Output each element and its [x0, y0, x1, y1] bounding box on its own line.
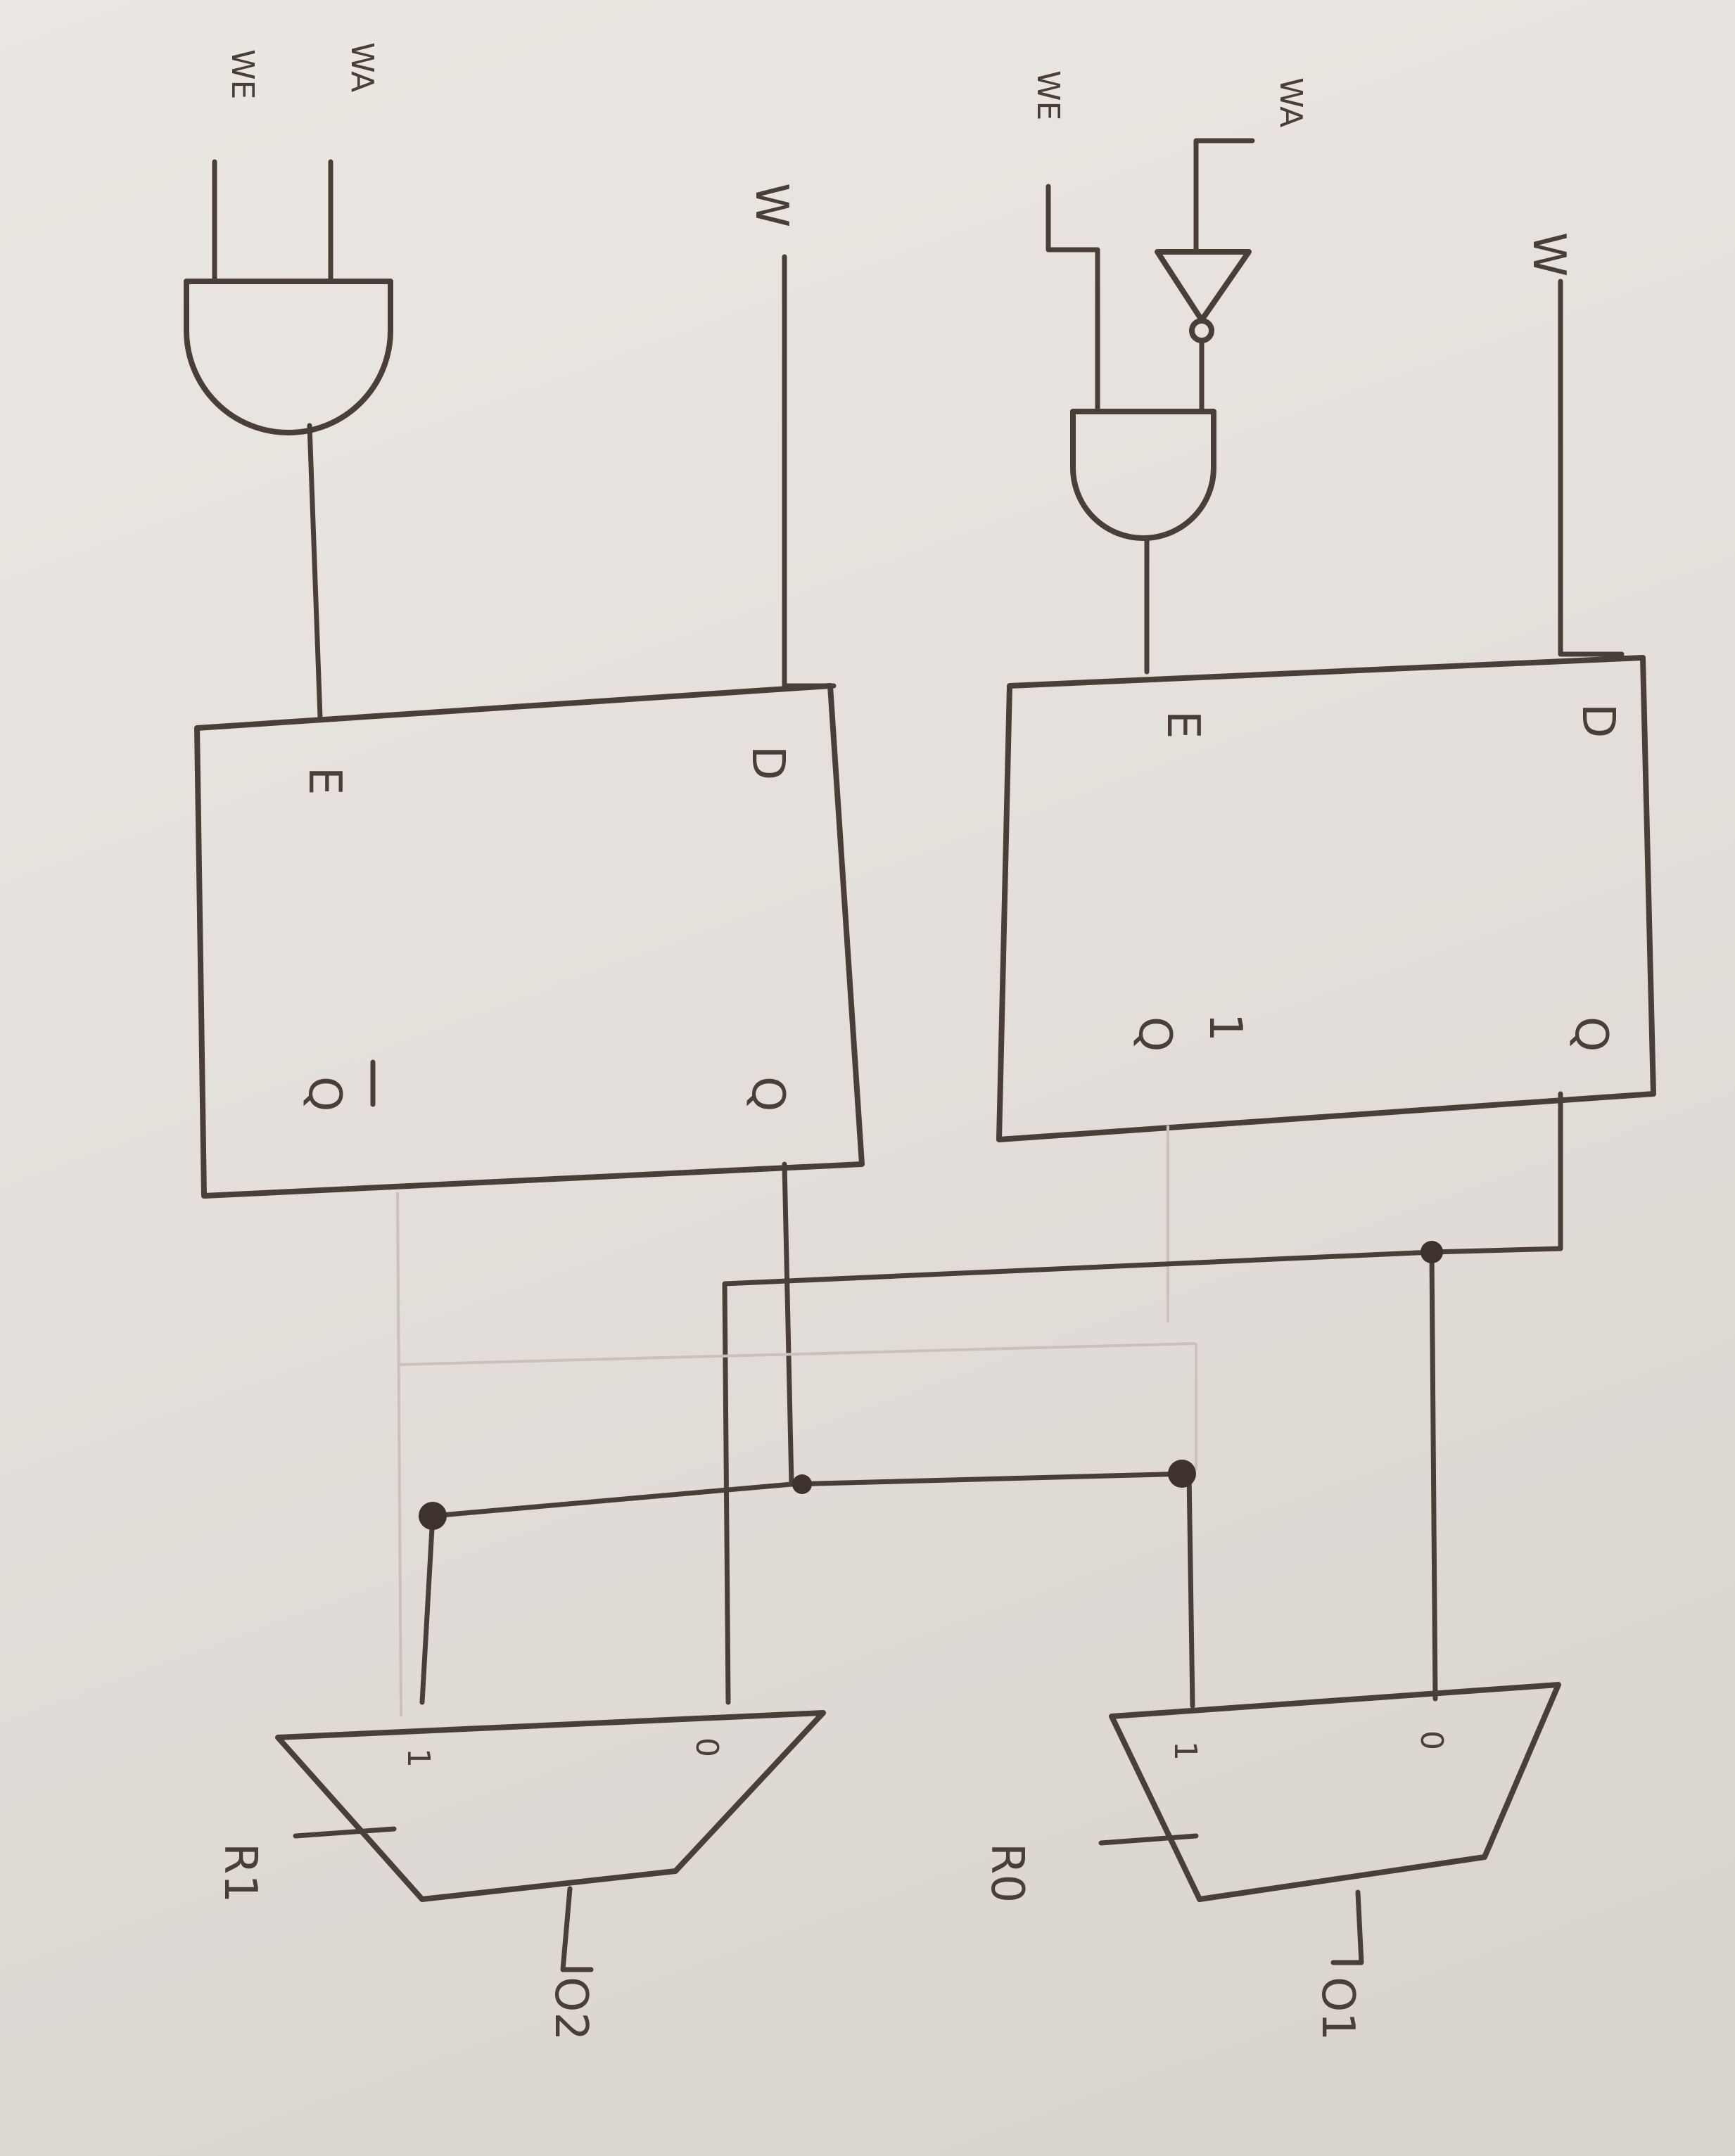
- top-and-gate: [1070, 409, 1216, 541]
- bottom-flipflop-box: [194, 683, 865, 1199]
- mux-bottom-in0-label: 0: [689, 1737, 725, 1757]
- bottom-ff-e: E: [298, 767, 350, 795]
- bottom-w-wire: [782, 254, 837, 689]
- top-ff-d: D: [1572, 703, 1624, 738]
- top-wa-label: WA: [1273, 77, 1309, 127]
- mux-bottom-output-wire: [560, 1886, 594, 1972]
- mux-top-output-label: O1: [1311, 1977, 1364, 2041]
- junction-bus-right: [1168, 1460, 1196, 1488]
- bottom-wa-label: WA: [344, 42, 380, 92]
- top-we-wire: [1046, 184, 1100, 414]
- mux-top-select-wire: [1098, 1833, 1199, 1846]
- mux-top-in1-label: 1: [1167, 1741, 1203, 1761]
- mux-bottom-output-label: O2: [545, 1977, 597, 2041]
- bottom-register: W WA WE D E Q Q: [184, 42, 865, 1717]
- top-q-to-mux-bottom-in0: [722, 1249, 1435, 1705]
- interconnect: [397, 1241, 1443, 1709]
- bottom-and-out-wire: [307, 423, 323, 720]
- bottom-we-label: WE: [224, 49, 260, 99]
- bottom-ff-q: Q: [742, 1076, 794, 1111]
- top-wa-wire: [1193, 138, 1255, 253]
- mux-bottom-select-wire: [293, 1826, 397, 1839]
- bottom-ff-d: D: [742, 746, 794, 780]
- top-register: W WA WE D E Q Q 1: [996, 70, 1656, 1322]
- faint-guide-lines: [397, 1342, 1197, 1470]
- junction-top-q: [1421, 1241, 1443, 1263]
- mux-top-body: [1109, 1682, 1561, 1902]
- mux-top-in0-label: 0: [1413, 1730, 1449, 1750]
- mux-bottom: 0 1 R1 O2: [214, 1710, 826, 2041]
- top-not-gate: [1155, 249, 1252, 323]
- mux-top-output-wire: [1330, 1889, 1364, 1965]
- top-ff-qbar: Q: [1129, 1016, 1181, 1052]
- bottom-q-out-wire: [782, 1161, 794, 1487]
- bottom-and-gate: [184, 279, 393, 435]
- bottom-qbar-faint-wire: [396, 1192, 402, 1717]
- junction-bus-left: [419, 1502, 447, 1530]
- bottom-q-to-mux-bottom-in1: [419, 1481, 794, 1705]
- bottom-q-bus: [789, 1471, 1192, 1487]
- top-q-to-mux-top-in0: [1429, 1249, 1438, 1702]
- top-w-wire: [1558, 279, 1625, 657]
- top-q-out-wire: [1429, 1091, 1563, 1255]
- top-flipflop-box: [996, 655, 1656, 1142]
- junction-bottom-q: [792, 1474, 812, 1494]
- mux-bottom-select-label: R1: [214, 1843, 266, 1903]
- top-ff-e: E: [1157, 710, 1209, 739]
- top-we-label: WE: [1030, 70, 1066, 120]
- top-not-bubble: [1189, 318, 1214, 343]
- bottom-q-to-mux-top-in1: [1186, 1471, 1195, 1709]
- mux-bottom-in1-label: 1: [400, 1748, 436, 1768]
- mux-top: 0 1 R0 O1: [981, 1682, 1561, 2041]
- bottom-ff-qbar: Q: [298, 1076, 350, 1111]
- top-w-label: W: [1523, 232, 1575, 276]
- top-ff-extra-mark: 1: [1199, 1013, 1251, 1042]
- mux-top-select-label: R0: [981, 1843, 1033, 1903]
- top-ff-q: Q: [1565, 1016, 1617, 1052]
- bottom-w-label: W: [745, 183, 797, 227]
- mux-bottom-body: [275, 1710, 826, 1902]
